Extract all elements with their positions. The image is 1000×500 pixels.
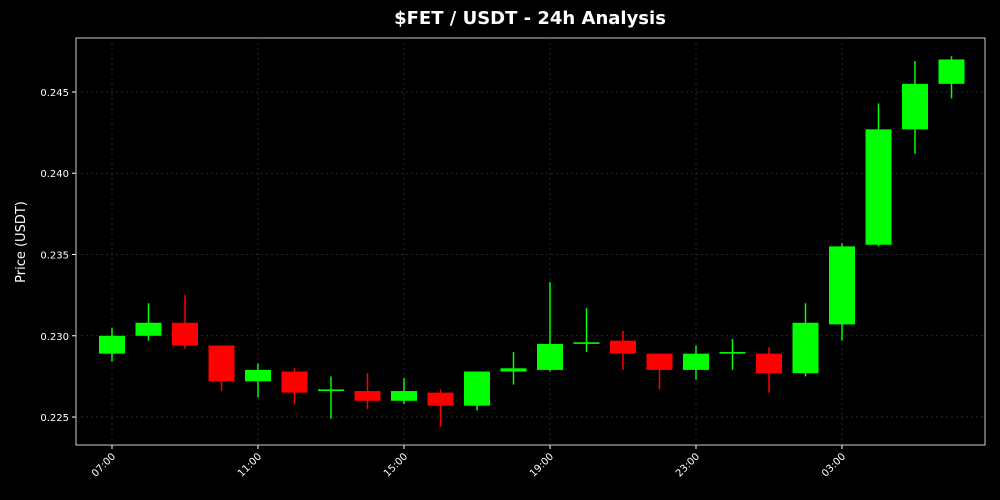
candle-body bbox=[610, 340, 636, 354]
candle-body bbox=[281, 371, 308, 393]
candle-body bbox=[756, 353, 782, 374]
candle-body bbox=[646, 353, 673, 370]
x-tick-label: 15:00 bbox=[382, 451, 410, 479]
candle-body bbox=[829, 246, 855, 325]
candle-body bbox=[245, 369, 271, 382]
y-tick-label: 0.240 bbox=[40, 169, 69, 180]
y-tick-label: 0.230 bbox=[40, 332, 69, 343]
candle-body bbox=[208, 345, 235, 382]
candle-body bbox=[427, 392, 454, 406]
x-tick-label: 11:00 bbox=[236, 451, 264, 479]
candle-body bbox=[500, 368, 527, 372]
x-tick-label: 03:00 bbox=[820, 451, 848, 479]
candle-body bbox=[318, 389, 344, 392]
y-tick-label: 0.245 bbox=[40, 88, 69, 99]
x-tick-label: 07:00 bbox=[90, 451, 118, 479]
candle-body bbox=[172, 322, 198, 346]
candle-body bbox=[683, 353, 709, 370]
candle-body bbox=[902, 83, 928, 130]
candle-body bbox=[354, 391, 381, 401]
candle-body bbox=[938, 59, 965, 84]
x-tick-label: 23:00 bbox=[674, 451, 702, 479]
candle-body bbox=[792, 322, 819, 374]
y-tick-label: 0.225 bbox=[40, 413, 69, 424]
candle-body bbox=[573, 342, 600, 344]
candle-body bbox=[391, 391, 417, 401]
candle-body bbox=[537, 343, 563, 370]
x-tick-label: 19:00 bbox=[528, 451, 556, 479]
candle-body bbox=[99, 335, 125, 354]
candle-body bbox=[135, 322, 162, 336]
candle-body bbox=[464, 371, 490, 406]
chart-title: $FET / USDT - 24h Analysis bbox=[394, 8, 666, 29]
candle-body bbox=[865, 129, 892, 245]
y-axis-label: Price (USDT) bbox=[14, 201, 29, 283]
y-tick-label: 0.235 bbox=[40, 251, 69, 262]
candle-body bbox=[719, 352, 746, 354]
plot-area bbox=[75, 37, 986, 446]
